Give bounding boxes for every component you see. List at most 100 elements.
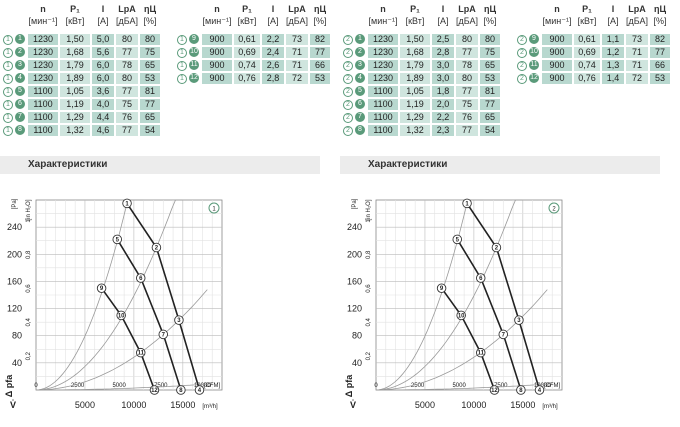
table-header: n [мин⁻¹] P₁ [кВт] I [A] LpA [дБА] ηЦ [%] n [мин⁻¹]…	[340, 1, 680, 35]
cell-lpa: 73	[286, 34, 308, 45]
operating-point-label: 7	[162, 332, 166, 338]
cell-p: 0,76	[234, 73, 260, 84]
col-unit-n: [мин⁻¹]	[202, 16, 232, 26]
cell-n: 900	[542, 60, 572, 71]
row-number: 8	[355, 125, 365, 135]
y-tick-label: 120	[347, 304, 362, 314]
point-badge: 1	[177, 74, 187, 84]
chart-badge-circle	[548, 202, 560, 214]
cell-n: 900	[202, 34, 232, 45]
cell-eta: 65	[140, 112, 160, 123]
operating-point-label: 6	[479, 276, 483, 282]
cell-i: 4,6	[92, 125, 114, 136]
cell-n: 1230	[368, 47, 398, 58]
operating-point-label: 9	[100, 286, 104, 292]
cell-i: 5,6	[92, 47, 114, 58]
cell-p: 1,29	[400, 112, 430, 123]
operating-point-label: 10	[458, 313, 465, 319]
system-curve	[375, 199, 484, 391]
operating-point-marker	[151, 242, 162, 253]
cell-n: 1230	[28, 34, 58, 45]
cell-eta: 53	[480, 73, 500, 84]
x-axis-label: V̇	[10, 400, 16, 410]
cell-p: 0,69	[234, 47, 260, 58]
cell-n: 900	[542, 47, 572, 58]
cell-p: 1,79	[60, 60, 90, 71]
row-number: 8	[15, 125, 25, 135]
cell-lpa: 77	[116, 125, 138, 136]
cell-eta: 54	[140, 125, 160, 136]
y-axis-label: Δ pfa	[344, 374, 354, 397]
point-badge: 2	[343, 113, 353, 123]
cell-p: 1,05	[400, 86, 430, 97]
operating-point-label: 10	[118, 313, 125, 319]
cell-eta: 65	[140, 60, 160, 71]
operating-point-label: 9	[440, 286, 444, 292]
cfm-tick-label: 10000	[194, 383, 211, 389]
row-number: 4	[355, 73, 365, 83]
inh2o-tick-label: 0,8	[366, 250, 372, 259]
cfm-tick-label: 5000	[112, 383, 126, 389]
cell-eta: 77	[310, 47, 330, 58]
cell-lpa: 77	[456, 47, 478, 58]
y-tick-label: 40	[12, 358, 22, 368]
cell-lpa: 78	[456, 60, 478, 71]
cell-lpa: 77	[456, 86, 478, 97]
operating-point-marker	[498, 329, 509, 340]
cell-eta: 75	[140, 47, 160, 58]
operating-point-label: 3	[177, 318, 181, 324]
col-header-p: P₁	[410, 4, 420, 14]
inh2o-tick-label: 0,2	[366, 351, 372, 360]
cell-eta: 65	[480, 112, 500, 123]
cfm-unit: [CFM]	[204, 383, 221, 389]
cell-n: 1230	[368, 34, 398, 45]
row-number: 9	[189, 34, 199, 44]
system-curve	[36, 383, 213, 391]
cell-eta: 66	[650, 60, 670, 71]
point-badge: 1	[3, 74, 13, 84]
operating-point-marker	[516, 385, 526, 395]
cell-i: 2,8	[262, 73, 284, 84]
col-header-i: I	[271, 4, 275, 14]
m3h-tick-label: 5000	[75, 400, 95, 410]
system-curve	[375, 199, 523, 391]
cfm-unit: [CFM]	[544, 383, 561, 389]
row-number: 3	[15, 60, 25, 70]
y-axis-label: Δ pfa	[4, 374, 14, 397]
cell-lpa: 77	[116, 86, 138, 97]
inh2o-tick-label: 1	[26, 219, 32, 223]
col-header-i: I	[101, 4, 105, 14]
col-unit-p: [кВт]	[65, 16, 85, 26]
operating-point-marker	[514, 315, 524, 325]
operating-point-label: 4	[198, 388, 202, 394]
col-unit-lpa: [дБА]	[626, 16, 648, 26]
cell-lpa: 72	[286, 73, 308, 84]
m3h-tick-label: 10000	[121, 400, 146, 410]
col-unit-lpa: [дБА]	[116, 16, 138, 26]
cfm-tick-label: 0	[374, 383, 378, 389]
point-badge: 1	[3, 48, 13, 58]
col-header-eta: ηЦ	[143, 4, 157, 14]
operating-point-label: 2	[155, 246, 159, 252]
operating-point-label: 4	[538, 388, 542, 394]
cfm-tick-label: 5000	[452, 383, 466, 389]
col-unit-p: [кВт]	[577, 16, 597, 26]
col-header-i: I	[441, 4, 445, 14]
chart-badge-circle	[208, 202, 220, 214]
cell-i: 2,8	[432, 47, 454, 58]
point-badge: 2	[517, 74, 527, 84]
cell-lpa: 80	[456, 73, 478, 84]
operating-point-marker	[135, 273, 146, 283]
col-unit-eta: [%]	[313, 16, 327, 26]
row-number: 10	[529, 47, 539, 57]
table-header: n [мин⁻¹] P₁ [кВт] I [A] LpA [дБА] ηЦ [%] n [мин⁻¹]…	[0, 1, 340, 35]
y-tick-label: 200	[347, 249, 362, 259]
cell-i: 2,2	[432, 112, 454, 123]
row-number: 12	[189, 73, 199, 83]
cell-lpa: 77	[456, 125, 478, 136]
point-badge: 1	[177, 48, 187, 58]
col-header-n: n	[214, 4, 220, 14]
col-header-p: P₁	[242, 4, 252, 14]
operating-point-label: 11	[138, 351, 145, 357]
col-header-n: n	[380, 4, 386, 14]
